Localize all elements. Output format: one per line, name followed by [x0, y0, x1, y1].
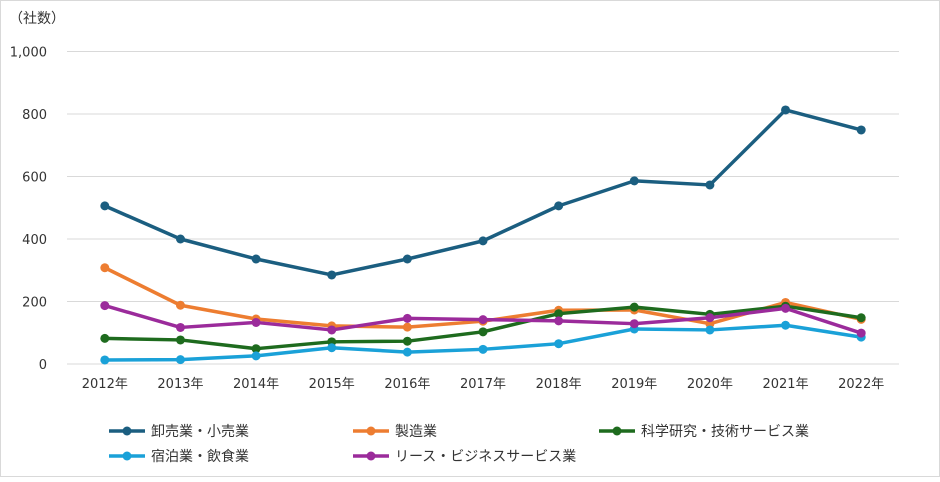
data-point — [781, 303, 791, 313]
data-point — [856, 125, 866, 135]
data-point — [175, 355, 185, 365]
data-point — [327, 343, 337, 353]
y-tick-label: 600 — [22, 171, 47, 186]
data-point — [478, 315, 488, 325]
x-tick-label: 2018年 — [536, 377, 582, 392]
data-point — [856, 313, 866, 323]
data-point — [251, 351, 261, 361]
data-point — [629, 302, 639, 312]
x-tick-label: 2022年 — [838, 377, 884, 392]
data-point — [629, 176, 639, 186]
data-point — [781, 320, 791, 330]
data-point — [856, 328, 866, 338]
legend-item: 製造業 — [353, 424, 437, 440]
legend-marker — [366, 426, 376, 436]
legend-marker — [366, 451, 376, 461]
legend-marker — [122, 426, 132, 436]
legend-label: 製造業 — [395, 424, 437, 440]
x-tick-label: 2013年 — [157, 377, 203, 392]
x-tick-label: 2017年 — [460, 377, 506, 392]
data-point — [705, 180, 715, 190]
data-point — [402, 322, 412, 332]
x-tick-label: 2012年 — [82, 377, 128, 392]
legend-label: 宿泊業・飲食業 — [151, 448, 249, 465]
legend-marker — [612, 426, 622, 436]
data-point — [629, 319, 639, 329]
y-tick-label: 0 — [39, 358, 47, 373]
y-tick-label: 1,000 — [10, 46, 47, 61]
x-tick-label: 2019年 — [611, 377, 657, 392]
x-tick-label: 2016年 — [384, 377, 430, 392]
series-line — [104, 108, 862, 277]
data-point — [781, 105, 791, 115]
data-point — [327, 270, 337, 280]
x-tick-label: 2015年 — [309, 377, 355, 392]
data-point — [100, 355, 110, 365]
data-point — [402, 336, 412, 346]
legend-item: 卸売業・小売業 — [109, 424, 249, 440]
data-point — [175, 335, 185, 345]
data-point — [402, 347, 412, 357]
data-point — [251, 344, 261, 354]
data-point — [705, 325, 715, 335]
legend-marker — [122, 451, 132, 461]
legend-label: 卸売業・小売業 — [151, 424, 249, 440]
legend-item: 宿泊業・飲食業 — [109, 448, 249, 465]
x-tick-label: 2014年 — [233, 377, 279, 392]
data-point — [251, 254, 261, 264]
legend-label: リース・ビジネスサービス業 — [395, 449, 576, 465]
x-tick-label: 2021年 — [762, 377, 808, 392]
series-4 — [100, 301, 866, 338]
y-unit-label: （社数） — [9, 11, 65, 27]
legend-label: 科学研究・技術サービス業 — [641, 424, 809, 440]
data-point — [251, 317, 261, 327]
data-point — [554, 201, 564, 211]
data-point — [554, 339, 564, 349]
legend-item: リース・ビジネスサービス業 — [353, 449, 576, 465]
data-point — [327, 325, 337, 335]
legend-item: 科学研究・技術サービス業 — [599, 424, 809, 440]
data-point — [175, 300, 185, 310]
data-point — [175, 234, 185, 244]
data-point — [478, 236, 488, 246]
data-point — [478, 327, 488, 337]
data-point — [705, 313, 715, 323]
data-point — [478, 344, 488, 354]
data-point — [100, 333, 110, 343]
y-tick-label: 200 — [22, 296, 47, 311]
data-point — [100, 263, 110, 273]
data-point — [100, 301, 110, 311]
data-point — [554, 309, 564, 319]
data-point — [402, 254, 412, 264]
y-tick-label: 400 — [22, 233, 47, 248]
data-point — [100, 201, 110, 211]
data-point — [554, 316, 564, 326]
y-tick-label: 800 — [22, 108, 47, 123]
data-point — [402, 313, 412, 323]
data-point — [175, 322, 185, 332]
x-tick-label: 2020年 — [687, 377, 733, 392]
series-0 — [100, 105, 866, 280]
series-3 — [100, 320, 866, 365]
